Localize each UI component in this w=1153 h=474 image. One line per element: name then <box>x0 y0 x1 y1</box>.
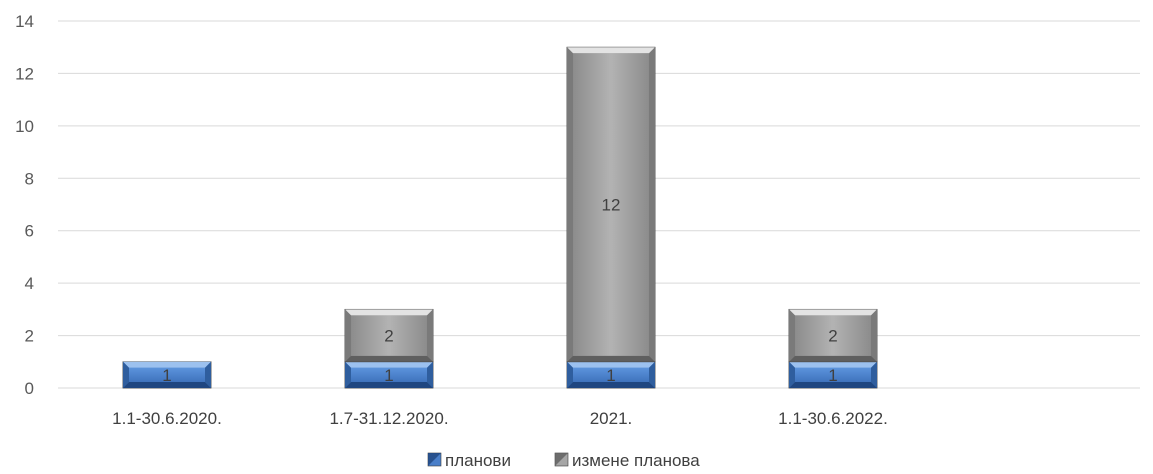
data-label-amendments: 2 <box>828 327 837 346</box>
x-category-label: 1.1-30.6.2020. <box>112 409 222 428</box>
bar-bevel-top <box>123 361 211 368</box>
bar-bevel-left <box>567 361 573 388</box>
y-tick-label: 0 <box>25 379 34 398</box>
bar-bevel-bottom <box>345 355 433 362</box>
bar-inner-face <box>129 367 205 382</box>
bar-inner-face <box>351 367 427 382</box>
bar-bevel-left <box>789 361 795 388</box>
x-axis-categories: 1.1-30.6.2020. 1.7-31.12.2020. 2021. 1.1-30… <box>112 409 888 428</box>
bar-segment-amendments <box>344 308 434 363</box>
x-category-label: 2021. <box>590 409 633 428</box>
bars <box>122 46 878 389</box>
bar-bevel-top <box>567 361 655 368</box>
y-tick-label: 8 <box>25 169 34 188</box>
bar-bevel-bottom <box>789 355 877 362</box>
y-tick-label: 10 <box>15 117 34 136</box>
bar-segment-plans <box>122 361 212 389</box>
bar-bevel-bottom <box>345 382 433 388</box>
data-label-plans: 1 <box>828 366 837 385</box>
y-tick-label: 4 <box>25 274 34 293</box>
bar-bevel-left <box>567 47 573 362</box>
bar-bevel-left <box>345 361 351 388</box>
bar-bevel-right <box>649 47 655 362</box>
data-label-plans: 1 <box>162 366 171 385</box>
bar-bevel-right <box>427 361 433 388</box>
bar-bevel-bottom <box>567 382 655 388</box>
bar-segment-plans <box>566 361 656 389</box>
legend-swatch-shade <box>555 453 568 466</box>
bar-bevel-bottom <box>123 382 211 388</box>
data-label-amendments: 2 <box>384 327 393 346</box>
x-category-label: 1.1-30.6.2022. <box>778 409 888 428</box>
bar-segment-plans <box>788 361 878 389</box>
bar-segment-amendments <box>566 46 656 363</box>
bar-bevel-left <box>123 361 129 388</box>
data-label-plans: 1 <box>384 366 393 385</box>
bar-inner-face <box>573 53 649 356</box>
x-category-label: 1.7-31.12.2020. <box>329 409 448 428</box>
y-tick-label: 6 <box>25 222 34 241</box>
legend-swatch-shade <box>428 453 441 466</box>
bar-bevel-bottom <box>789 382 877 388</box>
bar-bevel-right <box>649 361 655 388</box>
bar-inner-face <box>795 315 871 356</box>
y-tick-label: 12 <box>15 64 34 83</box>
bar-bevel-left <box>789 309 795 362</box>
bar-bevel-top <box>345 361 433 368</box>
data-label-amendments: 12 <box>602 196 621 215</box>
bar-bevel-right <box>427 309 433 362</box>
legend-label: измене планова <box>572 451 700 469</box>
bar-bevel-right <box>871 361 877 388</box>
bar-inner-face <box>573 367 649 382</box>
data-label-plans: 1 <box>606 366 615 385</box>
y-axis-ticks: 0 2 4 6 8 10 12 14 <box>15 12 34 398</box>
bar-bevel-right <box>205 361 211 388</box>
bar-bevel-top <box>345 309 433 316</box>
legend-item-plans: планови <box>427 451 511 470</box>
legend: планови измене планова <box>427 451 700 470</box>
bar-inner-face <box>351 315 427 356</box>
bar-bevel-left <box>345 309 351 362</box>
y-tick-label: 2 <box>25 327 34 346</box>
y-tick-label: 14 <box>15 12 34 31</box>
bar-bevel-bottom <box>567 355 655 362</box>
legend-label: планови <box>445 451 511 469</box>
bar-bevel-top <box>789 361 877 368</box>
bar-segment-amendments <box>788 308 878 363</box>
legend-item-amendments: измене планова <box>554 451 700 470</box>
bar-inner-face <box>795 367 871 382</box>
bar-bevel-right <box>871 309 877 362</box>
bar-bevel-top <box>789 309 877 316</box>
bar-bevel-top <box>567 47 655 54</box>
